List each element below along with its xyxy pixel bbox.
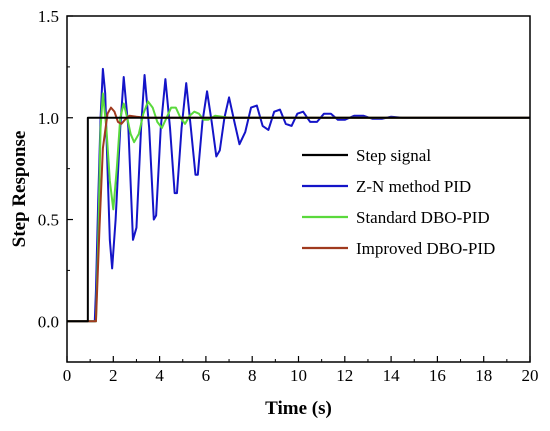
legend-label: Step signal [356, 146, 431, 165]
x-axis-title: Time (s) [265, 398, 332, 419]
x-tick-label: 12 [336, 366, 353, 385]
x-tick-label: 14 [383, 366, 401, 385]
y-tick-label: 0.5 [38, 211, 59, 230]
legend-label: Z-N method PID [356, 177, 471, 196]
y-axis: 0.0 0.5 1.0 1.5 [38, 7, 73, 331]
x-tick-label: 10 [290, 366, 307, 385]
x-tick-label: 16 [429, 366, 446, 385]
series-line-0 [67, 116, 530, 323]
x-tick-label: 18 [475, 366, 492, 385]
legend-label: Standard DBO-PID [356, 208, 490, 227]
y-axis-title: Step Response [9, 131, 30, 248]
y-tick-label: 0.0 [38, 312, 59, 331]
x-tick-label: 2 [109, 366, 118, 385]
y-tick-label: 1.0 [38, 109, 59, 128]
x-axis: 0 2 4 6 8 10 12 14 16 18 20 [63, 356, 539, 385]
series-line-2 [67, 92, 530, 323]
plot-lines [67, 67, 530, 323]
x-tick-label: 6 [202, 366, 211, 385]
x-tick-label: 4 [155, 366, 164, 385]
legend-label: Improved DBO-PID [356, 239, 495, 258]
y-tick-label: 1.5 [38, 7, 59, 26]
x-tick-label: 0 [63, 366, 72, 385]
series-line-3 [67, 106, 530, 323]
legend: Step signal Z-N method PID Standard DBO-PI… [302, 146, 495, 258]
x-tick-label: 20 [522, 366, 539, 385]
x-tick-label: 8 [248, 366, 257, 385]
